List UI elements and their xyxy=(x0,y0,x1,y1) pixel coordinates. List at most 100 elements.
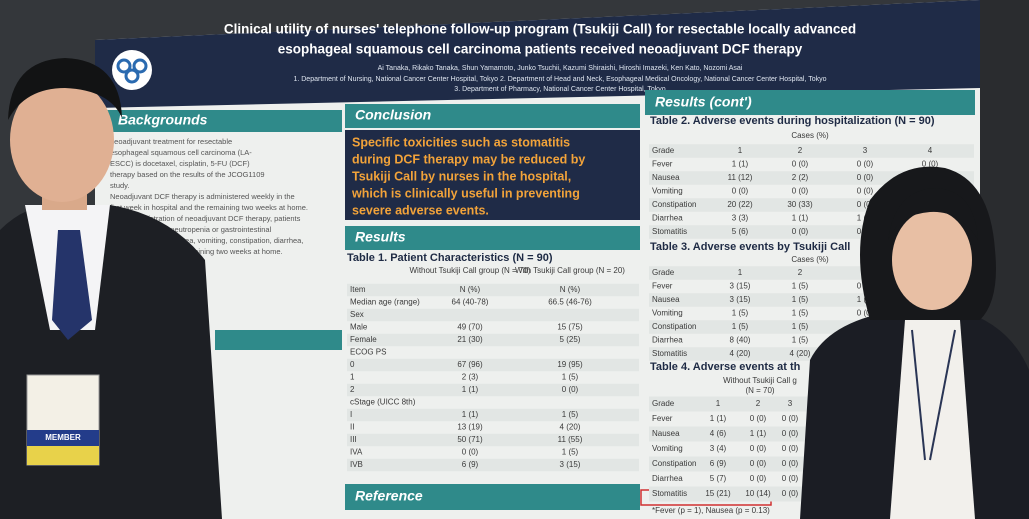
table-cell: 3 (4) xyxy=(710,444,727,453)
bangs xyxy=(888,188,978,240)
section-title: Backgrounds xyxy=(118,112,208,128)
table-cell: 0 (0) xyxy=(750,444,767,453)
table-cell: 1 (5) xyxy=(792,309,809,318)
table-cell: Constipation xyxy=(652,322,696,331)
table-cell: 4 xyxy=(928,146,933,155)
table-cell: 64 (40-78) xyxy=(452,298,489,307)
table-cell: 1 (5) xyxy=(792,336,809,345)
poster-title: esophageal squamous cell carcinoma patie… xyxy=(278,42,803,57)
table-cell: Stomatitis xyxy=(652,349,687,358)
table-cell: Female xyxy=(350,335,377,344)
table-cell: Grade xyxy=(652,399,675,408)
table-header: Cases (%) xyxy=(791,131,829,140)
table-cell: 0 (0) xyxy=(732,187,749,196)
table-cell: 21 (30) xyxy=(457,335,483,344)
table-cell: Nausea xyxy=(652,173,680,182)
table-cell: 2 xyxy=(798,268,803,277)
table-cell: 0 (0) xyxy=(857,187,874,196)
badge-strip xyxy=(27,446,99,465)
table-row-bg xyxy=(347,458,639,472)
table-cell: N (%) xyxy=(460,285,481,294)
table-cell: 5 (25) xyxy=(560,335,581,344)
table-cell: 2 (2) xyxy=(792,173,809,182)
table-cell: 0 (0) xyxy=(857,200,874,209)
table-cell: 6 (9) xyxy=(462,460,479,469)
table-cell: Diarrhea xyxy=(652,336,683,345)
background-line: toxicities such as nausea, vomiting, con… xyxy=(110,236,303,245)
badge-strip xyxy=(27,430,99,446)
table-cell: 1 (5) xyxy=(562,448,579,457)
table-cell: 0 (0) xyxy=(562,385,579,394)
table-cell: 0 (0) xyxy=(782,489,799,498)
table-cell: Constipation xyxy=(652,459,696,468)
conclusion-text: Specific toxicities such as stomatitis du… xyxy=(351,135,585,217)
table-row-bg xyxy=(347,308,639,322)
background-line: ESCC) is docetaxel, cisplatin, 5-FU (DCF… xyxy=(110,159,250,168)
table-cell: Fever xyxy=(652,414,673,423)
table-cell: 3 (15) xyxy=(730,295,751,304)
conclusion-line: during DCF therapy may be reduced by xyxy=(352,152,585,166)
table-cell: 50 (71) xyxy=(457,435,483,444)
table-cell: Vomiting xyxy=(652,309,683,318)
table-cell: 30 (33) xyxy=(787,200,813,209)
logo-ring xyxy=(124,68,140,84)
background-line: study. xyxy=(110,181,129,190)
table-cell: 0 (0) xyxy=(782,459,799,468)
table-cell: 6 (9) xyxy=(710,459,727,468)
authors: Ai Tanaka, Rikako Tanaka, Shun Yamamoto,… xyxy=(378,65,743,72)
section-title: Conclusion xyxy=(355,107,431,123)
table-title: Table 2. Adverse events during hospitali… xyxy=(650,115,935,127)
table-cell: 0 (0) xyxy=(782,474,799,483)
table-cell: 1 (1) xyxy=(710,414,727,423)
background-line: first week in hospital and the remaining… xyxy=(110,203,308,212)
table-cell: Grade xyxy=(652,268,675,277)
table-cell: ECOG PS xyxy=(350,348,386,357)
table-cell: 2 xyxy=(756,399,761,408)
background-line: Neoadjuvant DCF therapy is administered … xyxy=(110,192,295,201)
logo-ring xyxy=(132,58,148,74)
table-cell: 2 (3) xyxy=(462,373,479,382)
table-cell: cStage (UICC 8th) xyxy=(350,398,416,407)
table-footnote: *Fever (p = 1), Nausea (p = 0.13) xyxy=(652,506,770,515)
table-cell: Vomiting xyxy=(652,444,683,453)
table-row-bg xyxy=(649,144,974,158)
background-line: neoadjuvant treatment for resectable xyxy=(110,137,232,146)
section-bar xyxy=(345,104,640,128)
table-cell: 11 (12) xyxy=(728,173,753,182)
table-row-bg xyxy=(347,283,639,297)
table-cell: Stomatitis xyxy=(652,227,687,236)
table-cell: Nausea xyxy=(652,429,680,438)
person-right xyxy=(800,166,1029,519)
table-cell: 1 (1) xyxy=(732,160,749,169)
hair xyxy=(8,58,122,120)
table-cell: Grade xyxy=(652,146,675,155)
table-cell: II xyxy=(350,423,354,432)
table-cell: 67 (96) xyxy=(457,360,483,369)
background-line: suffer from febrile neutropenia or gastr… xyxy=(110,225,272,234)
table-cell: 0 (0) xyxy=(922,160,939,169)
table-cell: 1 xyxy=(350,373,355,382)
table-header: Without Tsukiji Call group (N = 70) xyxy=(409,266,530,275)
table-cell: 0 (0) xyxy=(782,414,799,423)
table-cell: 15 (75) xyxy=(557,323,583,332)
table-cell: 3 (15) xyxy=(730,282,751,291)
table-cell: 19 (95) xyxy=(557,360,583,369)
table-cell: 0 (0) xyxy=(750,414,767,423)
lanyard xyxy=(911,329,926,461)
table-cell: Diarrhea xyxy=(652,214,683,223)
table-cell: 13 (19) xyxy=(457,423,483,432)
table-cell: 10 (14) xyxy=(745,489,771,498)
table-cell: 1 (5) xyxy=(562,373,579,382)
table-cell: Sex xyxy=(350,310,364,319)
table-cell: 66.5 (46-76) xyxy=(548,298,592,307)
affiliation: 3. Department of Pharmacy, National Canc… xyxy=(454,86,666,93)
table-cell: 20 (22) xyxy=(727,200,753,209)
table-cell: 1 (5) xyxy=(732,309,749,318)
table-cell: N (%) xyxy=(560,285,581,294)
person-left: MEMBER xyxy=(0,58,222,519)
table-row-bg xyxy=(347,383,639,397)
table-cell: 5 (7) xyxy=(710,474,727,483)
table-cell: 1 (1) xyxy=(792,214,809,223)
table-title: Table 4. Adverse events at th xyxy=(650,361,801,373)
table-row-bg xyxy=(347,358,639,372)
